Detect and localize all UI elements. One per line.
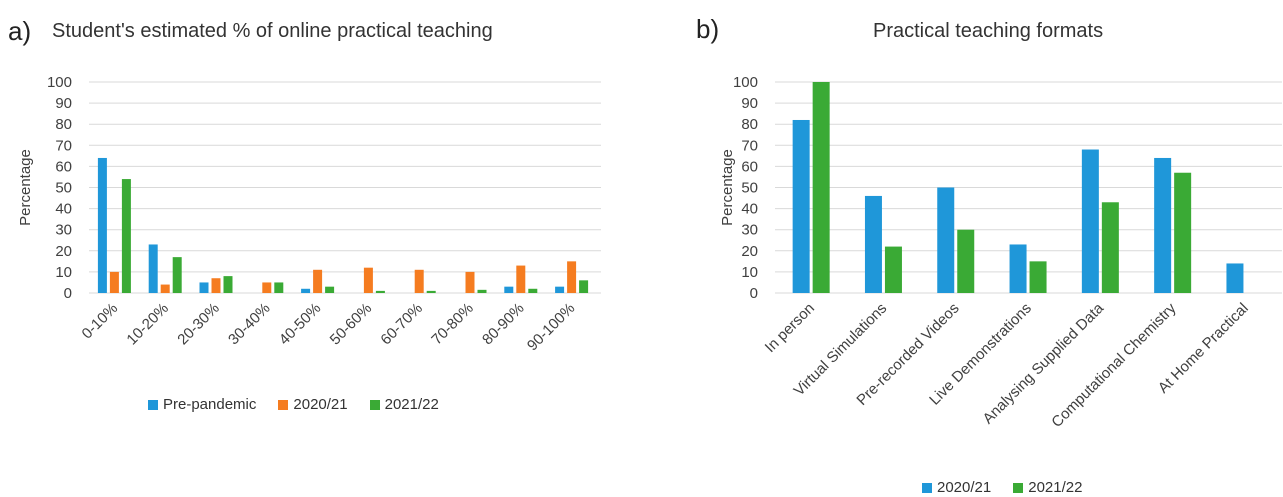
chart-a-category-label: 80-90%: [479, 300, 528, 349]
legend-label: Pre-pandemic: [163, 396, 257, 413]
chart-a-bar: [363, 267, 373, 293]
chart-b-ytick-label: 20: [741, 243, 758, 260]
chart-a-bar: [160, 284, 170, 293]
chart-a-ytick-label: 100: [47, 74, 72, 91]
chart-b-ytick-label: 80: [741, 116, 758, 133]
chart-b-ylabel: Percentage: [719, 149, 736, 226]
legend-label: 2021/22: [1028, 479, 1083, 496]
chart-b-bar: [1174, 172, 1192, 293]
chart-a-ytick-label: 50: [55, 180, 72, 197]
chart-a-bar: [579, 280, 589, 293]
legend-label: 2020/21: [293, 396, 348, 413]
legend-swatch: [1013, 482, 1024, 493]
chart-a-category-label: 30-40%: [225, 300, 274, 349]
chart-b-ytick-label: 60: [741, 158, 758, 175]
chart-a-bar: [97, 157, 107, 293]
chart-a-category-label: 20-30%: [174, 300, 223, 349]
chart-b-bar: [1226, 263, 1244, 293]
chart-a-bar: [477, 289, 487, 293]
chart-b-title: Practical teaching formats: [873, 20, 1104, 42]
chart-b-category-label: Analysing Supplied Data: [980, 299, 1108, 427]
chart-a-bar: [567, 261, 577, 293]
chart-b-bar: [1154, 157, 1172, 293]
chart-b-bar: [812, 82, 830, 293]
chart-a-ytick-label: 40: [55, 201, 72, 218]
chart-a-bar: [109, 271, 119, 293]
chart-b-bar: [1081, 149, 1099, 293]
chart-a-bar: [274, 282, 284, 293]
chart-b-ytick-label: 40: [741, 201, 758, 218]
chart-a-bar: [555, 286, 565, 293]
chart-a-category-label: 70-80%: [428, 300, 477, 349]
chart-a-ytick-label: 70: [55, 137, 72, 154]
chart-b-ytick-label: 10: [741, 264, 758, 281]
chart-a-bar: [504, 286, 514, 293]
chart-a-bar: [223, 276, 233, 293]
chart-a-category-label: 50-60%: [327, 300, 376, 349]
legend-label: 2021/22: [384, 396, 439, 413]
chart-a-category-label: 90-100%: [524, 300, 578, 354]
chart-b-bar: [1101, 202, 1119, 293]
chart-a-ytick-label: 10: [55, 264, 72, 281]
chart-b-bar: [792, 119, 810, 293]
chart-a-bar: [325, 286, 335, 293]
chart-b-legend: 2020/21 2021/22: [922, 479, 1082, 496]
chart-a-legend: Pre-pandemic 2020/21 2021/22: [148, 396, 439, 413]
chart-b-legend-item: 2021/22: [1013, 479, 1082, 496]
chart-b-bar: [1009, 244, 1027, 293]
panel-b-letter: b): [696, 14, 720, 44]
chart-a-bar: [262, 282, 272, 293]
legend-swatch: [369, 399, 380, 410]
chart-b-bar: [957, 229, 975, 293]
chart-a-bar: [375, 290, 385, 293]
chart-b-ytick-label: 50: [741, 180, 758, 197]
chart-a-bar: [172, 257, 182, 293]
chart-a-ytick-label: 80: [55, 116, 72, 133]
chart-a-bar: [516, 265, 526, 293]
chart-a-bar: [426, 290, 436, 293]
chart-a-bar: [121, 179, 131, 293]
chart-b-bar: [937, 187, 955, 293]
chart-a-ylabel: Percentage: [17, 149, 34, 226]
chart-a-legend-item: 2021/22: [369, 396, 439, 413]
chart-a-ytick-label: 90: [55, 95, 72, 112]
chart-a-category-label: 0-10%: [79, 300, 122, 343]
chart-a-bar: [313, 269, 323, 293]
chart-b-category-label: Computational Chemistry: [1048, 299, 1179, 430]
chart-a-category-label: 60-70%: [377, 300, 426, 349]
legend-swatch: [148, 399, 158, 410]
chart-a-bar: [528, 288, 538, 293]
chart-a-ytick-label: 20: [55, 243, 72, 260]
chart-a-legend-item: 2020/21: [278, 396, 348, 413]
legend-swatch: [278, 399, 289, 410]
chart-a-category-label: 40-50%: [276, 300, 325, 349]
chart-a-bar: [148, 244, 158, 293]
legend-label: 2020/21: [937, 479, 992, 496]
chart-a-ytick-label: 60: [55, 158, 72, 175]
chart-b-bar: [864, 195, 882, 293]
chart-a-bar: [465, 271, 475, 293]
chart-a-bar: [199, 282, 209, 293]
chart-a-ytick-label: 30: [55, 222, 72, 239]
chart-a-bar: [211, 278, 221, 293]
chart-b-bar: [884, 246, 902, 293]
panel-a-letter: a): [8, 16, 32, 46]
chart-a-bar: [414, 269, 424, 293]
chart-a-category-label: 10-20%: [123, 300, 172, 349]
chart-b-ytick-label: 90: [741, 95, 758, 112]
chart-a-ytick-label: 0: [64, 285, 72, 302]
chart-b-legend-item: 2020/21: [922, 479, 991, 496]
chart-a-legend-item: Pre-pandemic: [148, 396, 256, 413]
chart-b-ytick-label: 100: [733, 74, 758, 91]
chart-b-category-label: In person: [762, 300, 818, 356]
chart-b-ytick-label: 70: [741, 137, 758, 154]
chart-a-title: Student's estimated % of online practica…: [52, 20, 493, 42]
legend-swatch: [922, 482, 932, 493]
chart-b-ytick-label: 30: [741, 222, 758, 239]
chart-b-ytick-label: 0: [750, 285, 758, 302]
chart-b-bar: [1029, 261, 1047, 293]
chart-a-bar: [301, 288, 311, 293]
